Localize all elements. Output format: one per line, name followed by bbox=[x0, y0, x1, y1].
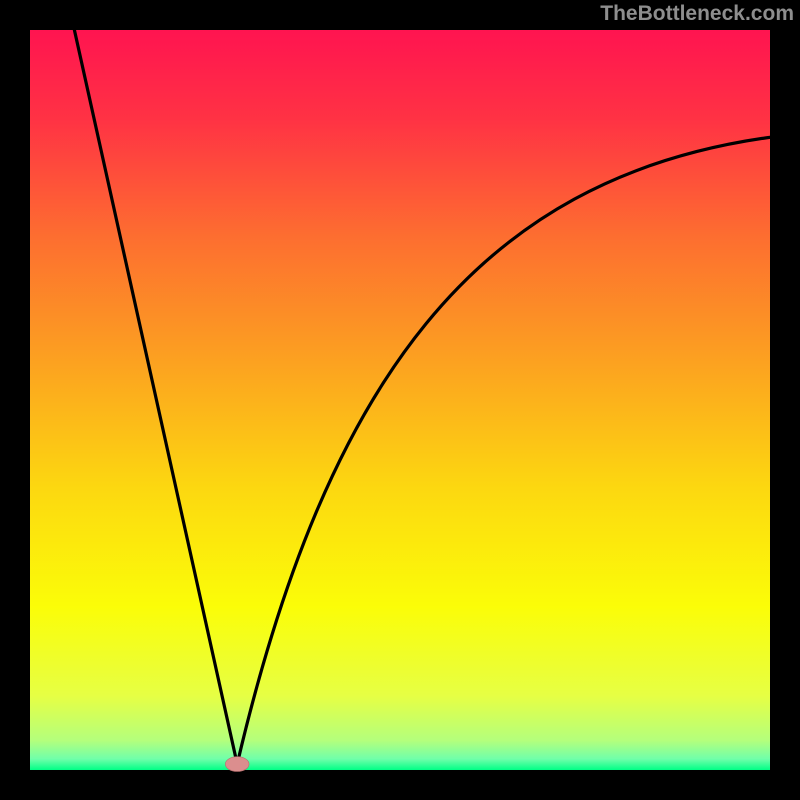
plot-area bbox=[30, 30, 770, 770]
minimum-marker bbox=[225, 757, 249, 772]
plot-svg bbox=[30, 30, 770, 770]
gradient-background bbox=[30, 30, 770, 770]
chart-stage: TheBottleneck.com bbox=[0, 0, 800, 800]
